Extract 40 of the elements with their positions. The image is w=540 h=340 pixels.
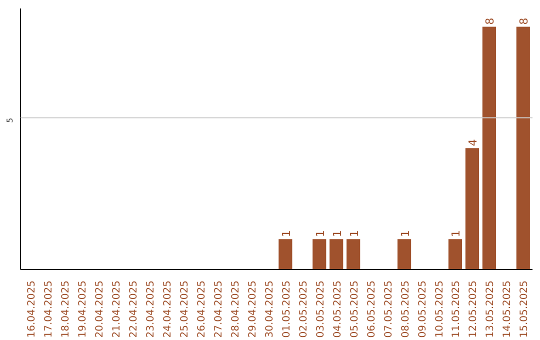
x-tick-label: 07.05.2025 <box>383 280 394 338</box>
x-tick-label: 09.05.2025 <box>417 280 428 338</box>
x-tick-label: 22.04.2025 <box>128 280 140 338</box>
x-tick-label: 02.05.2025 <box>298 280 310 338</box>
data-label: 1 <box>398 230 412 238</box>
x-tick-label: 15.05.2025 <box>519 280 530 338</box>
x-tick-label: 28.04.2025 <box>230 280 242 338</box>
ref-line-label: 5 <box>6 118 14 123</box>
x-tick-label: 05.05.2025 <box>349 280 360 338</box>
data-label: 8 <box>484 18 497 25</box>
x-tick-label: 14.05.2025 <box>502 280 514 338</box>
x-tick-label: 03.05.2025 <box>315 280 326 338</box>
x-tick-label: 08.05.2025 <box>400 280 412 338</box>
data-label: 1 <box>348 230 361 238</box>
x-tick-label: 19.04.2025 <box>78 280 89 338</box>
x-tick-label: 12.05.2025 <box>468 280 480 338</box>
x-tick-label: 21.04.2025 <box>112 280 123 338</box>
x-tick-label: 25.04.2025 <box>180 280 191 338</box>
x-tick-label: 13.05.2025 <box>485 280 496 338</box>
x-tick-label: 24.04.2025 <box>162 280 174 338</box>
data-label: 1 <box>330 230 344 238</box>
x-tick-label: 27.04.2025 <box>213 280 224 338</box>
x-tick-label: 23.04.2025 <box>146 280 157 338</box>
x-tick-label: 06.05.2025 <box>366 280 378 338</box>
data-label: 1 <box>450 230 463 238</box>
x-tick-label: 10.05.2025 <box>434 280 446 338</box>
data-label: 1 <box>280 230 293 238</box>
x-tick-label: 17.04.2025 <box>44 280 55 338</box>
data-label: 4 <box>466 139 480 146</box>
x-tick-label: 29.04.2025 <box>247 280 258 338</box>
x-tick-label: 18.04.2025 <box>60 280 72 338</box>
x-tick-label: 16.04.2025 <box>26 280 38 338</box>
data-label: 8 <box>518 18 531 25</box>
data-label: 1 <box>314 230 327 238</box>
x-tick-label: 20.04.2025 <box>94 280 106 338</box>
x-tick-label: 11.05.2025 <box>451 280 462 338</box>
x-tick-label: 01.05.2025 <box>281 280 292 338</box>
x-tick-label: 26.04.2025 <box>196 280 208 338</box>
x-tick-label: 04.05.2025 <box>332 280 344 338</box>
x-tick-label: 30.04.2025 <box>264 280 276 338</box>
